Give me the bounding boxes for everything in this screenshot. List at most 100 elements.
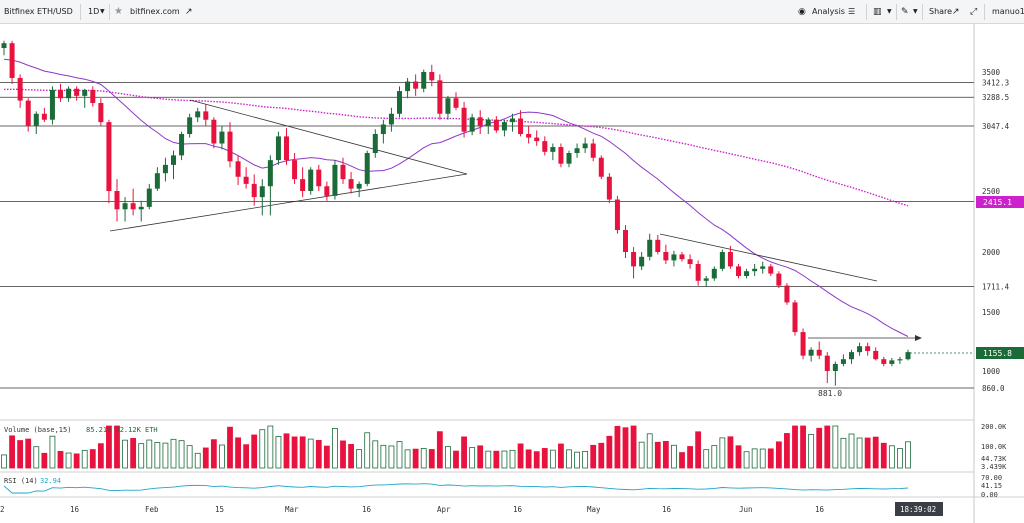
divider	[896, 4, 897, 20]
candle-body	[897, 359, 903, 361]
candle-body	[308, 169, 314, 191]
candle-body	[324, 186, 330, 196]
volume-bar	[210, 439, 217, 469]
candle-body	[57, 89, 64, 99]
triangle-lower-line	[109, 173, 468, 232]
divider	[922, 4, 923, 20]
candle-body	[889, 360, 895, 364]
volume-bar	[800, 425, 806, 469]
candle-body	[768, 266, 774, 274]
share-icon[interactable]: ↗	[952, 7, 960, 17]
candle-body	[130, 203, 136, 210]
candle-body	[82, 89, 88, 96]
candle-body	[421, 72, 427, 89]
volume-bar	[856, 437, 863, 469]
volume-bar	[832, 425, 839, 469]
volume-bar	[695, 431, 702, 469]
candle-body	[905, 352, 911, 360]
time-badge	[895, 502, 943, 516]
candle-body	[824, 355, 830, 371]
star-icon[interactable]: ★	[114, 6, 123, 17]
candle-body	[744, 271, 750, 276]
volume-bar	[291, 436, 298, 469]
chevron-down-icon[interactable]: ▼	[887, 8, 892, 15]
symbol-selector[interactable]: Bitfinex ETH/USD	[4, 7, 73, 16]
volume-bar	[735, 445, 742, 469]
volume-bar	[186, 445, 193, 469]
volume-tick-label: 3.439K	[981, 463, 1007, 471]
volume-bar	[501, 450, 508, 469]
last-price-badge	[976, 347, 1024, 359]
volume-bar	[106, 425, 112, 469]
candle-body	[453, 98, 459, 108]
chart-type-icon[interactable]: ▥	[873, 7, 882, 17]
fullscreen-icon[interactable]: ⤢	[970, 7, 978, 17]
ma-price-badge	[976, 196, 1024, 208]
volume-bar	[598, 442, 605, 469]
candle-body	[832, 363, 838, 371]
candle-body	[622, 230, 629, 252]
volume-bar	[332, 427, 338, 469]
candle-body	[251, 183, 257, 198]
ma-price-label: 2415.1	[983, 198, 1012, 207]
rsi-tick-label: 70.00	[981, 474, 1002, 482]
candle-body	[534, 137, 540, 142]
volume-label: Volume (base,15)	[4, 426, 71, 434]
pencil-icon[interactable]: ✎	[901, 7, 909, 17]
low-price-label: 881.0	[818, 389, 842, 398]
volume-bar	[582, 450, 589, 469]
time-tick-label: 16	[513, 505, 523, 514]
volume-bar	[299, 436, 306, 469]
interval-selector[interactable]: 1D	[88, 7, 100, 16]
volume-bar	[622, 427, 629, 469]
candle-body	[671, 254, 677, 261]
volume-bar	[445, 446, 451, 469]
time-tick-label: Apr	[437, 505, 451, 514]
candle-body	[881, 359, 887, 364]
candle-body	[259, 186, 265, 198]
volume-bar	[146, 439, 153, 469]
chevron-down-icon[interactable]: ▼	[913, 8, 918, 15]
ma-slow-line	[3, 88, 909, 207]
candle-body	[25, 100, 31, 126]
rsi-line	[3, 483, 909, 494]
chevron-down-icon[interactable]: ▼	[100, 8, 105, 15]
time-tick-label: 2	[0, 505, 5, 514]
candle-body	[542, 141, 548, 152]
volume-bar	[897, 448, 903, 469]
volume-bar	[97, 443, 104, 469]
external-link-icon[interactable]: ↗	[185, 7, 193, 17]
volume-bar	[606, 435, 613, 469]
candle-body	[526, 134, 532, 138]
analysis-button[interactable]: Analysis	[812, 7, 845, 16]
rsi-value: 32.94	[40, 477, 61, 485]
candle-body	[865, 346, 871, 351]
candle-body	[711, 268, 717, 279]
share-button[interactable]: Share	[929, 7, 953, 16]
volume-bar	[630, 425, 637, 469]
volume-bar	[864, 437, 871, 469]
volume-bar	[348, 443, 354, 469]
candlestick-chart[interactable]: 3500 2500 2000 1500 1000 3412.3 3288.5 3047.4 17…	[0, 24, 1024, 523]
user-name[interactable]: manuo1	[992, 7, 1024, 16]
price-tick-label: 1000	[982, 367, 1001, 376]
candle-body	[227, 131, 233, 162]
candle-body	[647, 239, 653, 257]
triangle-upper-line	[189, 99, 468, 175]
volume-bar	[412, 448, 419, 469]
candle-body	[405, 81, 411, 92]
volume-bar	[477, 445, 484, 469]
price-tick-label: 3412.3	[982, 78, 1009, 87]
candle-body	[203, 111, 209, 120]
candle-body	[316, 169, 322, 187]
price-tick-label: 3047.4	[982, 122, 1010, 131]
candle-body	[98, 103, 104, 123]
candle-body	[873, 350, 879, 360]
candle-body	[9, 43, 15, 78]
source-link[interactable]: bitfinex.com	[130, 7, 180, 16]
volume-bar	[89, 449, 96, 469]
candle-body	[146, 188, 152, 207]
candle-body	[17, 77, 23, 101]
bars-icon[interactable]: ☰	[848, 7, 856, 16]
candle-body	[41, 113, 47, 120]
